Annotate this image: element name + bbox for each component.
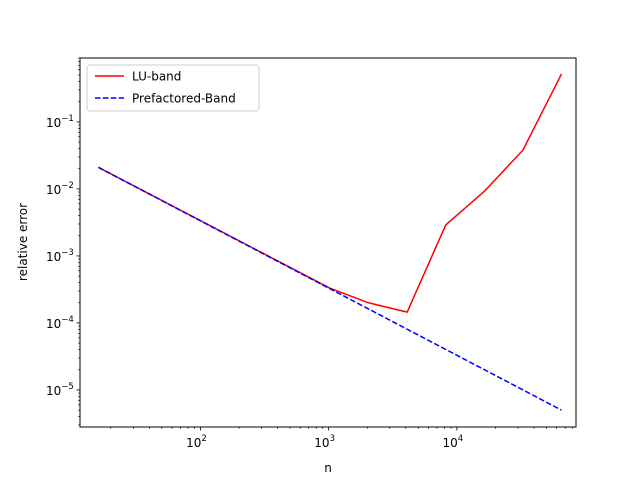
- x-tick-base: 10: [442, 436, 457, 450]
- x-tick-base: 10: [314, 436, 329, 450]
- x-tick-label: 103: [314, 434, 335, 450]
- legend-label: Prefactored-Band: [132, 92, 236, 106]
- y-axis-label: relative error: [16, 203, 30, 281]
- y-tick-label: 10−3: [46, 248, 74, 264]
- y-tick-exp: −5: [61, 382, 74, 392]
- y-tick-base: 10: [46, 116, 61, 130]
- x-tick-exp: 4: [458, 434, 463, 444]
- legend-label: LU-band: [132, 70, 181, 84]
- x-tick-label: 104: [442, 434, 463, 450]
- y-tick-base: 10: [46, 250, 61, 264]
- x-axis: 102 103 104: [110, 427, 573, 450]
- y-tick-label: 10−1: [46, 114, 74, 130]
- y-tick-base: 10: [46, 317, 61, 331]
- plot-lines: [98, 73, 563, 411]
- x-tick-label: 102: [186, 434, 207, 450]
- y-tick-exp: −2: [61, 181, 74, 191]
- x-tick-base: 10: [186, 436, 201, 450]
- legend-box: [86, 64, 260, 112]
- x-tick-exp: 2: [201, 434, 206, 444]
- y-tick-exp: −3: [61, 248, 74, 258]
- y-axis: 10−510−410−310−210−1: [46, 57, 80, 426]
- y-tick-label: 10−2: [46, 181, 74, 197]
- y-tick-base: 10: [46, 384, 61, 398]
- legend: LU-band Prefactored-Band: [86, 64, 260, 112]
- y-tick-exp: −1: [61, 114, 74, 124]
- y-tick-label: 10−4: [46, 315, 74, 331]
- plot-frame: [79, 57, 577, 428]
- x-axis-label: n: [324, 461, 332, 475]
- series-line-prefactored-band: [98, 166, 562, 411]
- series-line-lu-band: [98, 73, 563, 313]
- x-tick-exp: 3: [330, 434, 335, 444]
- y-tick-label: 10−5: [46, 382, 74, 398]
- y-tick-base: 10: [46, 183, 61, 197]
- y-tick-exp: −4: [61, 315, 74, 325]
